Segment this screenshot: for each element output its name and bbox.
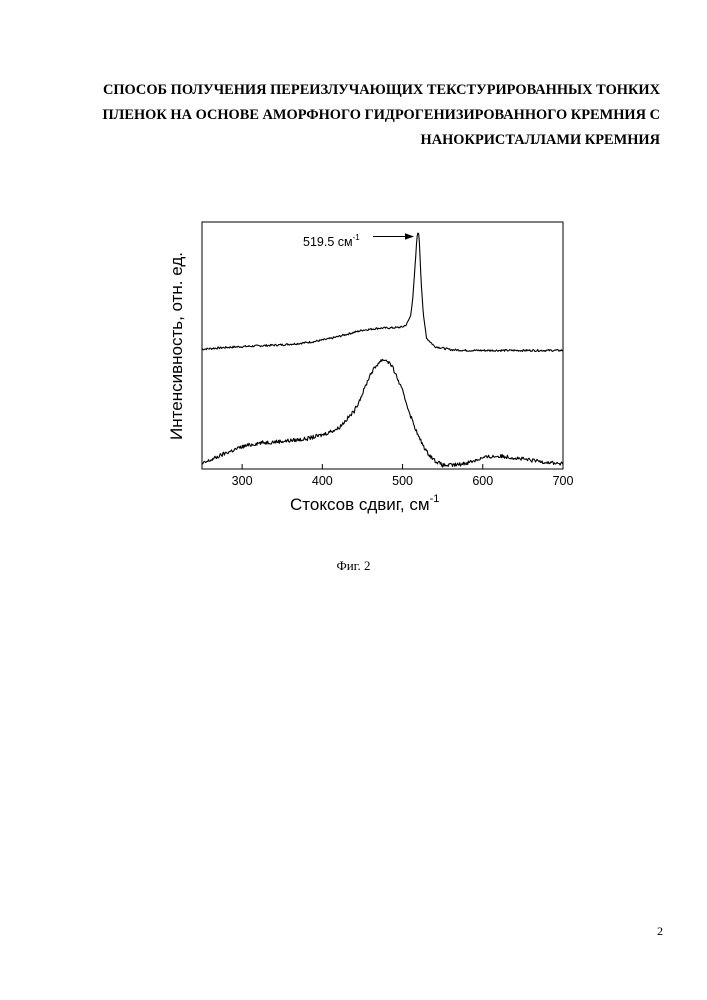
series-layer — [202, 233, 563, 467]
spectrum-line-1 — [202, 233, 563, 351]
x-tick-label-400: 400 — [312, 474, 333, 488]
x-axis-label-superscript: -1 — [430, 493, 440, 505]
page-number: 2 — [657, 924, 663, 939]
x-axis-tick-labels: 300 400 500 600 700 — [232, 474, 574, 488]
y-axis-label: Интенсивность, отн. ед. — [167, 252, 186, 440]
x-axis-label: Стоксов сдвиг, см-1 — [290, 493, 439, 514]
x-tick-label-300: 300 — [232, 474, 253, 488]
x-axis-ticks — [242, 464, 563, 469]
spectrum-line-2 — [202, 360, 563, 468]
x-tick-label-700: 700 — [553, 474, 574, 488]
x-tick-label-500: 500 — [392, 474, 413, 488]
x-axis-label-text: Стоксов сдвиг, см — [290, 495, 430, 514]
raman-spectrum-figure: 300400500600700 519.5 см-1 Стоксов сдвиг… — [0, 0, 707, 560]
figure-caption: Фиг. 2 — [0, 558, 707, 574]
x-tick-label-600: 600 — [472, 474, 493, 488]
peak-annotation: 519.5 см-1 — [303, 233, 360, 249]
peak-annotation-label: 519.5 см — [303, 235, 353, 249]
peak-annotation-arrow-head — [405, 233, 414, 240]
peak-annotation-superscript: -1 — [353, 233, 361, 242]
